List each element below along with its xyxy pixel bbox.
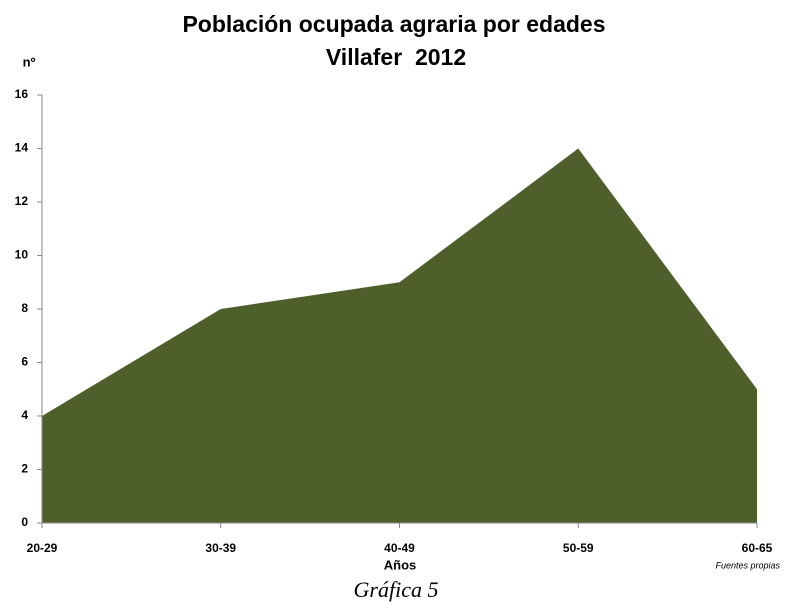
y-tick-label: 6 [21,355,28,369]
y-tick-label: 14 [15,141,29,155]
x-tick-label: 50-59 [563,541,594,555]
x-tick-label: 40-49 [384,541,415,555]
x-axis-label: Años [384,557,417,572]
x-tick-label: 60-65 [742,541,773,555]
y-tick-label: 12 [15,194,29,208]
y-tick-label: 8 [21,301,28,315]
y-tick-label: 0 [21,515,28,529]
annotation: Fuentes propias [715,560,780,570]
x-tick-label: 30-39 [205,541,236,555]
chart-title: Población ocupada agraria por edades [182,11,605,37]
y-tick-label: 2 [21,462,28,476]
caption: Gráfica 5 [354,577,439,602]
chart-subtitle: Villafer 2012 [326,44,466,70]
x-tick-label: 20-29 [27,541,58,555]
area [42,148,757,523]
y-tick-label: 10 [15,248,29,262]
y-tick-label: 16 [15,87,29,101]
y-tick-label: 4 [21,408,28,422]
y-axis-label: nº [23,54,36,69]
